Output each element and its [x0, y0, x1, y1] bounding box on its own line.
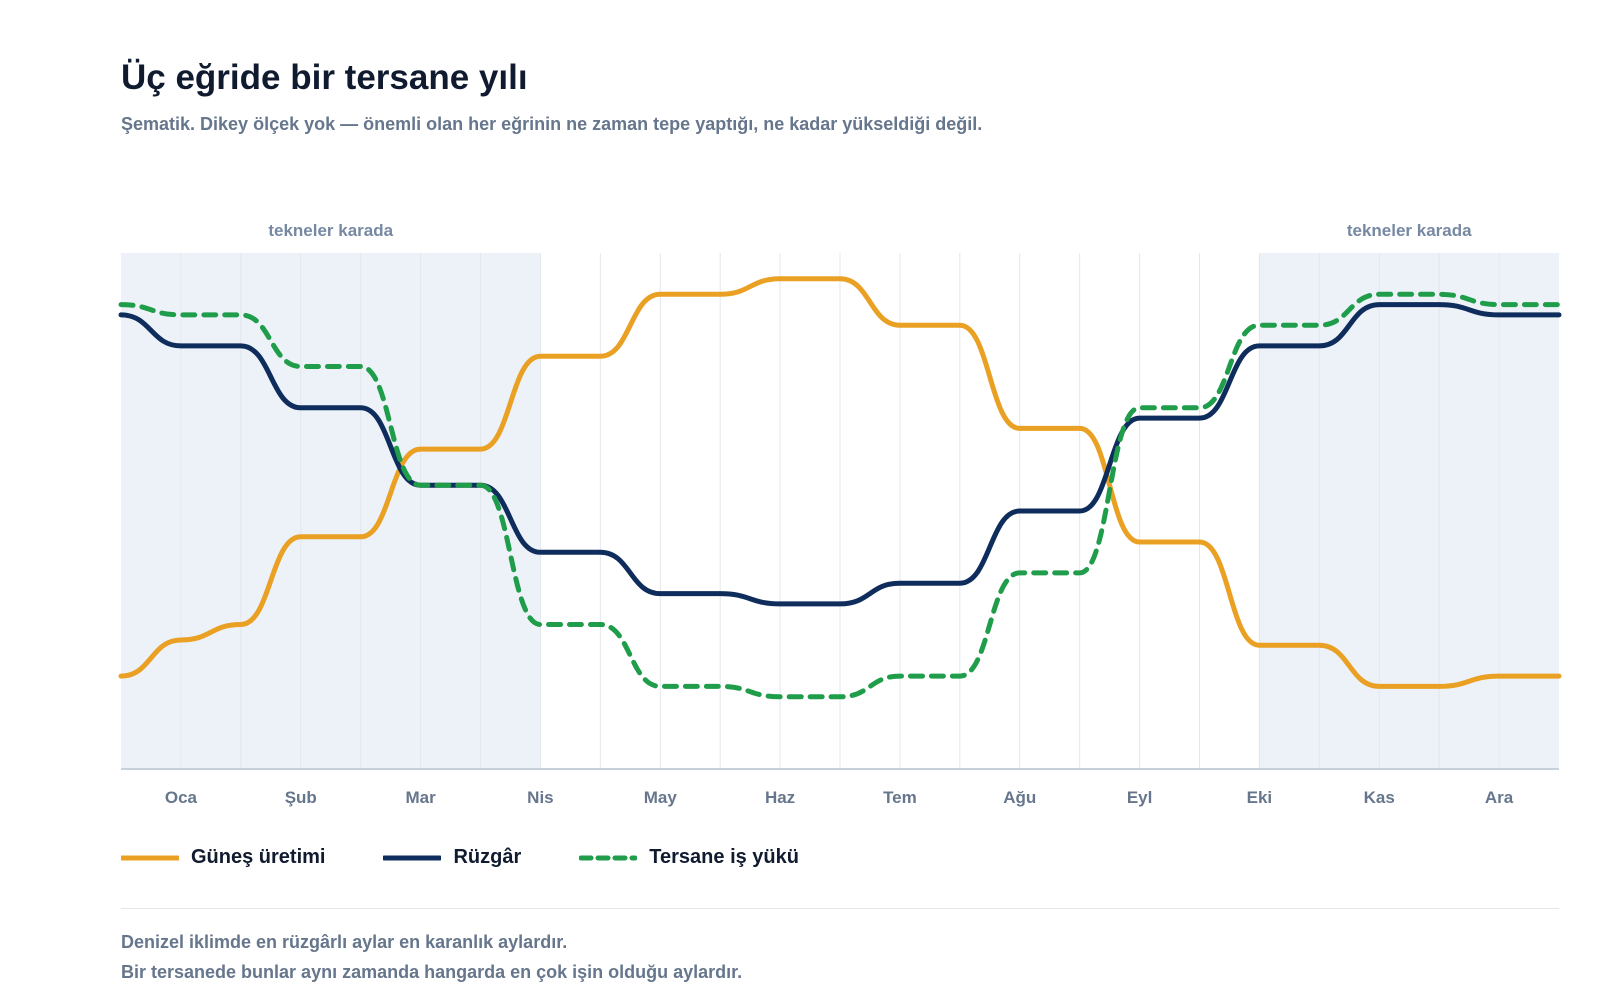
vertical-gridlines [180, 253, 1500, 769]
legend-label-shipyard-workload: Tersane iş yükü [649, 846, 799, 868]
footnote-line-1: Denizel iklimde en rüzgârlı aylar en kar… [121, 932, 568, 952]
shaded-region-2 [1259, 253, 1559, 769]
region-label-2: tekneler karada [1347, 221, 1472, 240]
x-tick-label-eki: Eki [1247, 788, 1273, 807]
region-labels: tekneler karada tekneler karada [268, 221, 1472, 240]
legend-swatch-solar [121, 855, 179, 860]
series-line-ruzgar [118, 302, 1562, 607]
region-label-1: tekneler karada [268, 221, 393, 240]
series-line-gunes-uretimi [118, 276, 1562, 689]
x-tick-label-tem: Tem [883, 788, 917, 807]
shaded-region-1 [121, 253, 541, 769]
legend-item-shipyard-workload: Tersane iş yükü [579, 846, 799, 869]
chart-legend: Güneş üretimi Rüzgâr Tersane iş yükü [121, 846, 857, 869]
line-chart: Oca Şub Mar Nis May Haz Tem Ağu Eyl Eki Kas Ara tek… [118, 221, 1562, 807]
legend-item-solar: Güneş üretimi [121, 846, 325, 869]
footnote-divider [121, 908, 1559, 909]
chart-subtitle: Şematik. Dikey ölçek yok — önemli olan h… [121, 114, 983, 134]
x-tick-label-kas: Kas [1364, 788, 1395, 807]
series-lines [118, 276, 1562, 700]
x-tick-label-agu: Ağu [1003, 788, 1036, 807]
x-tick-label-may: May [644, 788, 678, 807]
x-tick-label-nis: Nis [527, 788, 553, 807]
x-tick-label-mar: Mar [405, 788, 436, 807]
legend-label-wind: Rüzgâr [453, 846, 522, 868]
legend-item-wind: Rüzgâr [383, 846, 521, 869]
shaded-regions [121, 253, 1559, 769]
footnote-line-2: Bir tersanede bunlar aynı zamanda hangar… [121, 962, 743, 982]
legend-swatch-wind [383, 855, 442, 860]
x-tick-label-oca: Oca [165, 788, 198, 807]
legend-label-solar: Güneş üretimi [191, 846, 326, 868]
x-tick-label-sub: Şub [285, 788, 317, 807]
chart-title: Üç eğride bir tersane yılı [121, 58, 528, 97]
x-tick-labels: Oca Şub Mar Nis May Haz Tem Ağu Eyl Eki Kas Ara [165, 788, 1514, 807]
x-tick-label-haz: Haz [765, 788, 795, 807]
legend-swatch-shipyard-workload [579, 855, 638, 860]
x-tick-label-ara: Ara [1485, 788, 1514, 807]
series-line-tersane-is-yuku [118, 291, 1562, 700]
x-tick-label-eyl: Eyl [1127, 788, 1153, 807]
